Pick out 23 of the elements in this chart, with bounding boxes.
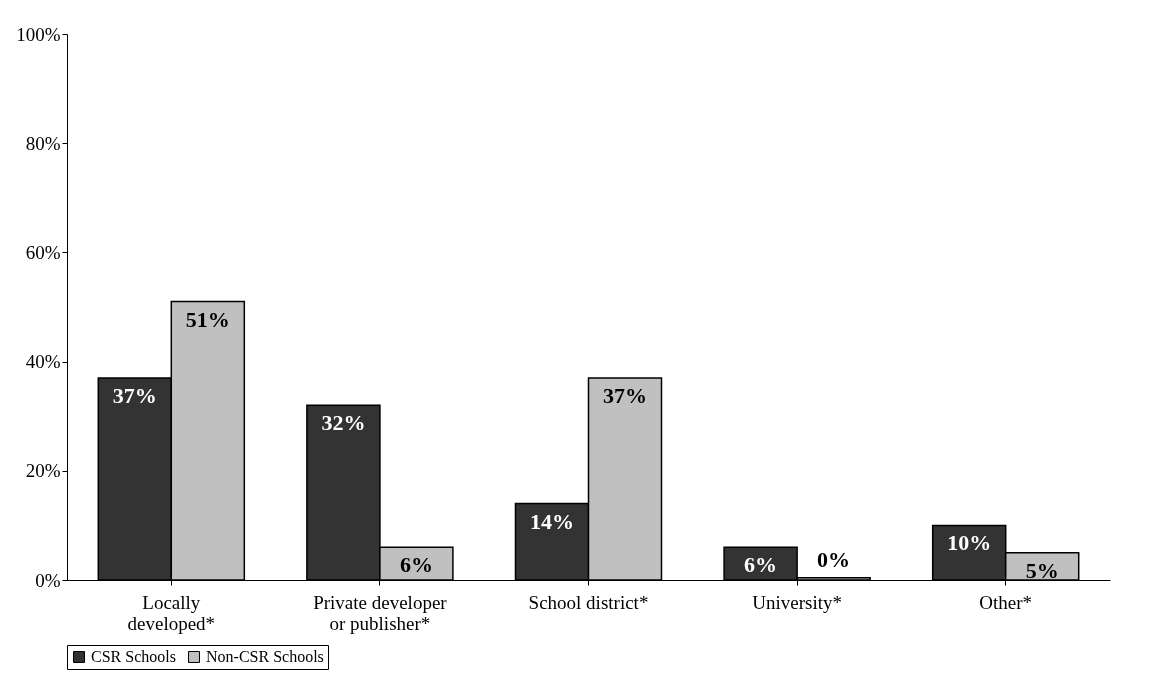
y-tick-label: 0%	[35, 569, 61, 591]
data-label: 6%	[399, 552, 433, 578]
x-tick-label: Other*	[979, 591, 1033, 613]
data-label: 6%	[744, 552, 778, 578]
y-tick-label: 100%	[16, 23, 61, 45]
legend-label: CSR Schools	[91, 648, 176, 665]
y-tick-label: 20%	[25, 460, 61, 482]
data-label: 0%	[817, 546, 851, 572]
data-label: 5%	[1025, 557, 1059, 583]
x-tick-label: University*	[752, 591, 842, 613]
y-tick-label: 80%	[25, 132, 61, 154]
data-label: 10%	[947, 530, 992, 556]
data-label: 37%	[112, 382, 157, 408]
legend-label: Non-CSR Schools	[206, 648, 324, 665]
data-label: 14%	[529, 508, 574, 534]
x-tick-label: Locally developed*	[127, 591, 216, 634]
y-tick-label: 40%	[25, 351, 61, 373]
x-tick-label: School district*	[528, 591, 649, 613]
data-label: 51%	[185, 306, 230, 332]
x-tick-label: Private developer or publisher*	[313, 591, 448, 634]
data-label: 32%	[321, 410, 366, 436]
data-label: 37%	[603, 382, 648, 408]
y-tick-label: 60%	[25, 241, 61, 263]
